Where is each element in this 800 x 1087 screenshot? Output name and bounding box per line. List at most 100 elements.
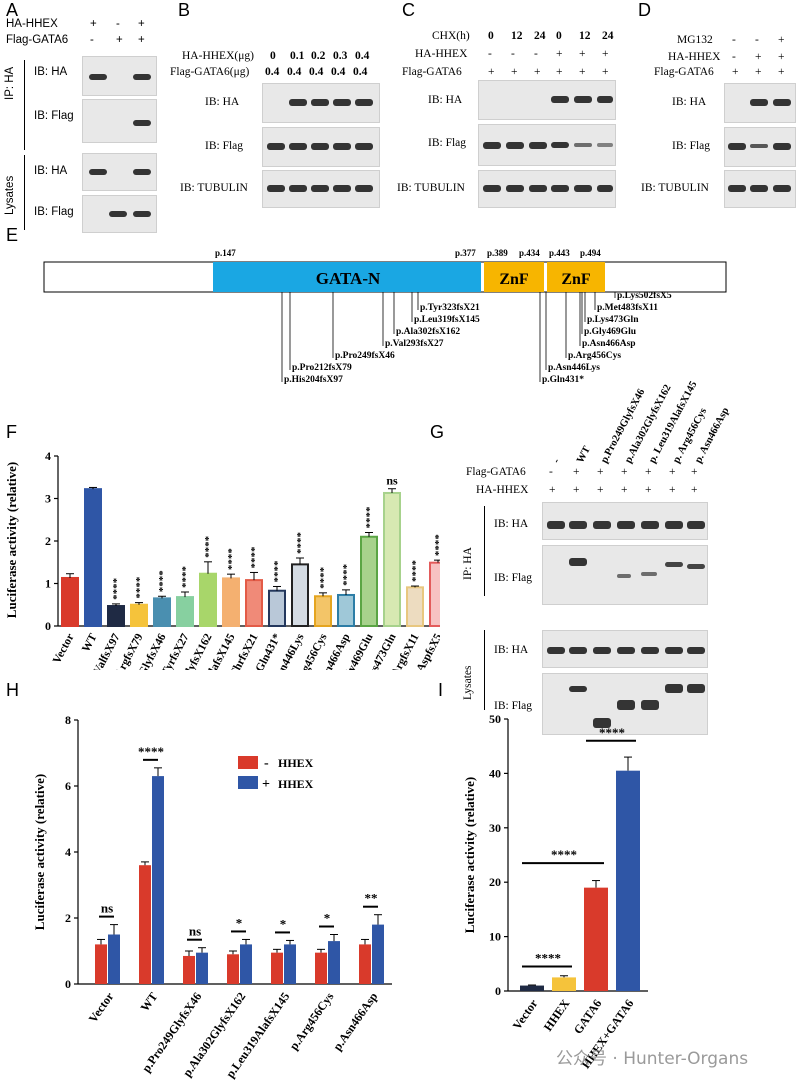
legend-swatch [238,756,258,769]
bar [372,924,384,984]
x-tick-label: Vector [51,632,77,666]
lane-mark: + [669,466,676,478]
blot-label: IB: HA [34,66,68,78]
lane-mark: + [488,66,495,78]
variant-label: p.Lys502fsX5 [617,291,672,301]
chart-i: 0 10 20 30 40 50 Luciferase activity (relative… [462,712,648,1071]
group-label: Lysates [462,665,474,701]
row-label: HA-HHEX [6,18,58,30]
blot-image [478,124,616,166]
lane-mark: - [488,48,492,60]
chart-h: 0 2 4 6 8 Luciferase activity (relative) ns Vec… [32,713,392,1080]
bar [227,954,239,984]
row-label: HA-HHEX [476,484,529,496]
lane-mark: + [691,484,698,496]
row-label: Flag-GATA6(μg) [170,66,250,78]
blot-image [542,502,708,540]
row-label: CHX(h) [432,30,470,42]
y-tick-label: 2 [65,911,71,925]
blot-image [542,545,708,605]
dose: 0.4 [331,66,346,78]
lane-mark: + [511,66,518,78]
significance-label: **** [599,725,625,740]
position-label: p.377 [455,248,476,258]
bar [359,944,371,984]
variant-label: p.Ala302fsX162 [396,327,460,337]
dose: 0.4 [355,50,370,62]
blot-image [724,83,796,123]
dose: 0.1 [290,50,305,62]
variant-label: p.Lys473Gln [587,315,639,325]
bar [222,577,240,627]
lane-mark: - [534,48,538,60]
row-label: HA-HHEX(μg) [182,50,254,62]
group-bracket [484,630,485,710]
bar [584,887,608,991]
lane-mark: - [511,48,515,60]
bar [315,952,327,984]
lane-mark: + [755,66,762,78]
bar [153,597,171,627]
significance-label: **** [551,847,577,862]
variant-label: p.Met483fsX11 [597,303,658,313]
lane-mark: + [556,48,563,60]
y-tick-label: 50 [489,712,501,726]
lane-mark: + [116,34,123,46]
dose: 0.2 [311,50,326,62]
lane-mark: + [778,34,785,46]
y-tick-label: 20 [489,875,501,889]
y-tick-label: 0 [495,984,501,998]
significance-label: **** [249,546,261,569]
bar [429,561,440,628]
lane-mark: - [732,51,736,63]
y-axis-label: Luciferase activity (relative) [462,777,477,933]
domain-label: ZnF [561,271,591,288]
group-label: IP: HA [4,66,16,100]
bar [245,579,263,628]
bar [552,977,576,991]
position-label: p.434 [519,248,540,258]
significance-label: * [324,911,331,926]
y-tick-label: 30 [489,821,501,835]
lane-mark: + [602,66,609,78]
significance-label: **** [341,563,353,586]
variant-label: p.His204fsX97 [284,375,343,385]
significance-label: **** [272,560,284,583]
blot-label: IB: TUBULIN [641,182,709,194]
blot-label: IB: Flag [205,140,244,152]
legend-sign: - [264,756,269,771]
blot-image [724,170,796,208]
lane-mark: + [597,484,604,496]
dose: 0.3 [333,50,348,62]
bar [61,576,79,628]
lane-mark: + [597,466,604,478]
blot-label: IB: Flag [494,572,533,584]
blot-image [82,195,157,233]
y-tick-label: 4 [45,449,51,463]
lane-mark: - [549,466,553,478]
y-tick-label: 8 [65,713,71,727]
lane-mark: + [778,51,785,63]
legend-swatch [238,776,258,789]
blot-label: IB: HA [34,165,68,177]
lane-header: WT [575,444,593,466]
blot-label: IB: HA [205,96,240,108]
bar [152,776,164,984]
panel-letter-e: E [6,225,19,245]
blot-image [542,673,708,735]
domain-label: GATA-N [316,269,381,288]
blot-label: IB: TUBULIN [180,182,248,194]
legend-label: HHEX [278,777,314,791]
lane-mark: + [645,466,652,478]
dose: 0.4 [265,66,280,78]
lane-mark: + [778,66,785,78]
domain-label: ZnF [499,271,529,288]
variant-label: p.Arg456Cys [568,351,621,361]
bar [337,593,355,628]
lane-mark: - [732,34,736,46]
lane-mark: + [691,466,698,478]
bar [616,770,640,991]
variant-label: p.Asn466Asp [582,339,636,349]
y-tick-label: 1 [45,577,51,591]
group-label: Lysates [4,175,16,215]
